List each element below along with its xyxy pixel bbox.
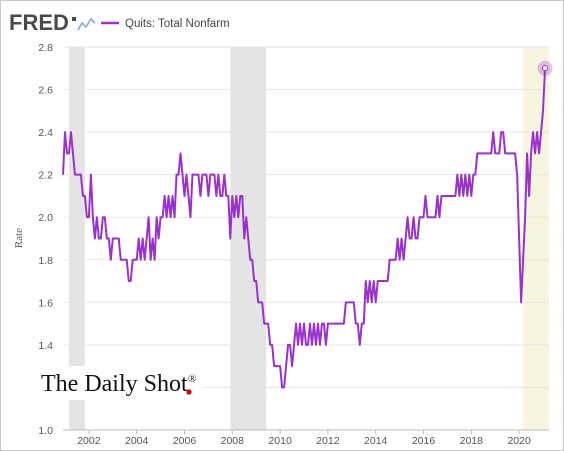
- series-line: [62, 68, 547, 389]
- y-tick-label: 1.6: [38, 297, 53, 309]
- x-tick-label: 2010: [268, 435, 292, 447]
- watermark-background: [37, 366, 203, 400]
- x-tick-label: 2014: [364, 435, 388, 447]
- y-tick-label: 2.8: [38, 42, 53, 54]
- x-tick-label: 2018: [460, 435, 484, 447]
- fred-logo-text: FRED: [9, 10, 69, 35]
- y-tick-label: 2.2: [38, 170, 53, 182]
- x-tick-label: 2006: [173, 435, 197, 447]
- legend-series-title: Quits: Total Nonfarm: [125, 18, 230, 30]
- x-axis-ticks: 2002 2004 2006 2008 2010 2012 2014 2016 2018 2020: [77, 430, 531, 447]
- y-tick-label: 2.4: [38, 127, 53, 139]
- fred-logo-dot: [72, 17, 76, 21]
- watermark-registered-mark: ®: [188, 373, 196, 385]
- watermark-text: The Daily Shot: [41, 371, 188, 397]
- y-tick-label: 1.8: [38, 255, 53, 267]
- x-tick-label: 2012: [316, 435, 340, 447]
- x-tick-label: 2020: [507, 435, 531, 447]
- fred-logo[interactable]: FRED: [9, 10, 96, 35]
- x-tick-label: 2002: [77, 435, 101, 447]
- y-tick-label: 2.6: [38, 85, 53, 97]
- fred-logo-graph-icon: [77, 17, 96, 31]
- y-axis-ticks: 1.01.21.41.61.82.02.22.42.62.8: [38, 42, 53, 437]
- y-tick-label: 1.0: [38, 425, 53, 437]
- series-layer: [62, 60, 553, 389]
- highlight-period-shade: [523, 47, 549, 430]
- y-tick-label: 2.0: [38, 212, 53, 224]
- watermark-red-dot: [186, 389, 192, 395]
- recession-shade: [69, 47, 85, 430]
- y-axis-label: Rate: [13, 228, 25, 248]
- daily-shot-watermark: The Daily Shot ®: [37, 366, 203, 400]
- y-tick-label: 1.4: [38, 340, 53, 352]
- x-tick-label: 2004: [125, 435, 149, 447]
- x-tick-label: 2008: [221, 435, 245, 447]
- x-tick-label: 2016: [412, 435, 436, 447]
- last-point-marker[interactable]: [542, 65, 549, 72]
